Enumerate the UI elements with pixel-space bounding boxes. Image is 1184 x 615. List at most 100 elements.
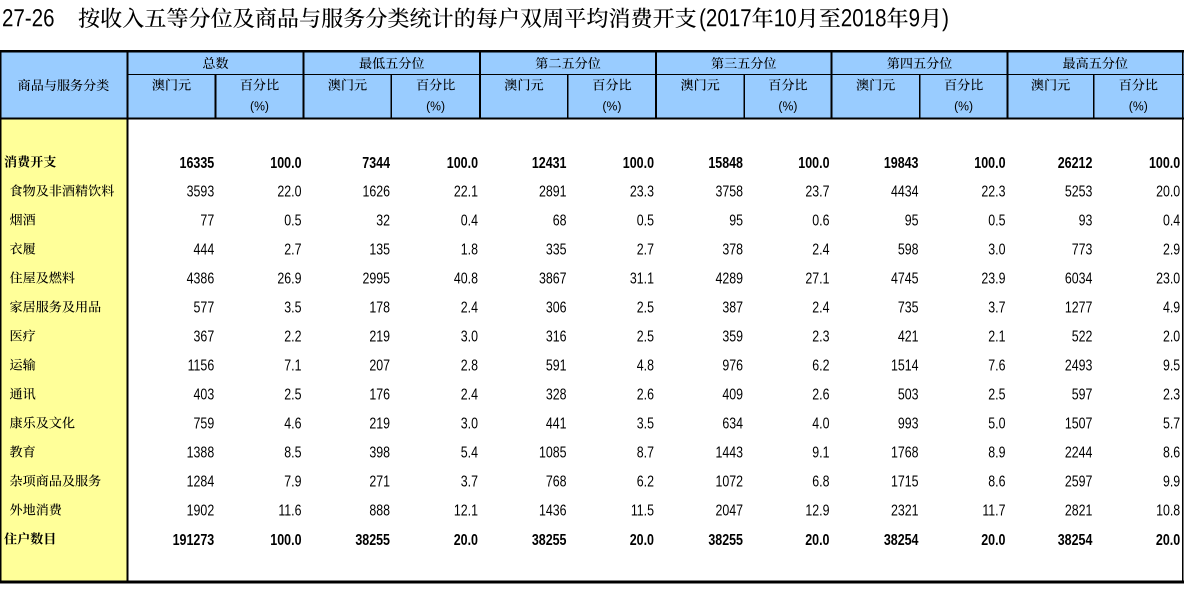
svg-text:1.8: 1.8: [461, 240, 478, 258]
svg-text:2.5: 2.5: [637, 298, 654, 316]
svg-text:4.8: 4.8: [637, 356, 654, 374]
svg-text:1715: 1715: [891, 472, 919, 490]
svg-text:316: 316: [546, 327, 567, 345]
svg-text:4289: 4289: [715, 269, 743, 287]
svg-text:591: 591: [546, 356, 567, 374]
svg-text:38255: 38255: [355, 530, 390, 548]
svg-text:2.4: 2.4: [812, 298, 829, 316]
svg-text:2.2: 2.2: [284, 327, 301, 345]
svg-text:367: 367: [194, 327, 215, 345]
svg-text:735: 735: [898, 298, 919, 316]
svg-text:0.4: 0.4: [1163, 211, 1180, 229]
svg-text:8.9: 8.9: [988, 443, 1005, 461]
svg-text:3.7: 3.7: [461, 472, 478, 490]
svg-text:3.5: 3.5: [284, 298, 301, 316]
svg-text:3593: 3593: [187, 182, 215, 200]
svg-text:23.9: 23.9: [981, 269, 1005, 287]
svg-text:68: 68: [553, 211, 567, 229]
svg-text:2.4: 2.4: [461, 385, 478, 403]
svg-text:2.7: 2.7: [284, 240, 301, 258]
svg-text:11.5: 11.5: [631, 501, 654, 519]
svg-text:2.5: 2.5: [637, 327, 654, 345]
svg-text:3867: 3867: [539, 269, 567, 287]
svg-text:135: 135: [369, 240, 390, 258]
svg-text:77: 77: [200, 211, 214, 229]
svg-text:993: 993: [898, 414, 919, 432]
svg-text:328: 328: [546, 385, 567, 403]
svg-text:1768: 1768: [891, 443, 919, 461]
svg-text:1514: 1514: [891, 356, 919, 374]
svg-text:0.5: 0.5: [284, 211, 301, 229]
svg-text:93: 93: [1079, 211, 1093, 229]
svg-text:(%): (%): [602, 99, 621, 113]
svg-text:6.8: 6.8: [812, 472, 829, 490]
svg-text:38254: 38254: [884, 530, 919, 548]
svg-text:4386: 4386: [187, 269, 215, 287]
svg-text:26212: 26212: [1058, 153, 1093, 171]
svg-text:11.6: 11.6: [278, 501, 301, 519]
svg-text:634: 634: [722, 414, 743, 432]
svg-text:768: 768: [546, 472, 567, 490]
svg-text:5.4: 5.4: [461, 443, 478, 461]
svg-text:1436: 1436: [539, 501, 567, 519]
svg-text:12.9: 12.9: [805, 501, 829, 519]
svg-text:23.3: 23.3: [630, 182, 654, 200]
svg-text:5253: 5253: [1065, 182, 1093, 200]
svg-text:32: 32: [376, 211, 390, 229]
svg-text:4434: 4434: [891, 182, 919, 200]
svg-text:976: 976: [722, 356, 743, 374]
svg-text:4745: 4745: [891, 269, 919, 287]
svg-text:598: 598: [898, 240, 919, 258]
svg-text:22.3: 22.3: [981, 182, 1005, 200]
svg-text:(%): (%): [426, 99, 445, 113]
svg-text:2.0: 2.0: [1163, 327, 1180, 345]
svg-text:2.5: 2.5: [284, 385, 301, 403]
svg-text:6034: 6034: [1065, 269, 1093, 287]
svg-text:26.9: 26.9: [277, 269, 301, 287]
svg-text:38255: 38255: [708, 530, 743, 548]
svg-text:2821: 2821: [1065, 501, 1093, 519]
svg-text:2.9: 2.9: [1163, 240, 1180, 258]
svg-text:100.0: 100.0: [623, 153, 654, 171]
svg-text:20.0: 20.0: [1156, 530, 1180, 548]
svg-text:7.9: 7.9: [284, 472, 301, 490]
svg-text:6.2: 6.2: [812, 356, 829, 374]
svg-text:2.6: 2.6: [812, 385, 829, 403]
svg-text:176: 176: [369, 385, 390, 403]
svg-text:3.0: 3.0: [461, 327, 478, 345]
svg-text:2244: 2244: [1065, 443, 1093, 461]
svg-text:2.3: 2.3: [1163, 385, 1180, 403]
svg-text:271: 271: [369, 472, 390, 490]
svg-text:19843: 19843: [884, 153, 919, 171]
svg-text:100.0: 100.0: [447, 153, 478, 171]
svg-text:27.1: 27.1: [805, 269, 829, 287]
svg-text:40.8: 40.8: [454, 269, 478, 287]
svg-text:20.0: 20.0: [805, 530, 829, 548]
svg-text:888: 888: [369, 501, 390, 519]
svg-text:95: 95: [729, 211, 743, 229]
svg-text:503: 503: [898, 385, 919, 403]
svg-text:306: 306: [546, 298, 567, 316]
svg-text:773: 773: [1072, 240, 1093, 258]
svg-text:398: 398: [369, 443, 390, 461]
svg-text:12.1: 12.1: [454, 501, 478, 519]
svg-text:9.1: 9.1: [812, 443, 829, 461]
svg-text:22.0: 22.0: [277, 182, 301, 200]
svg-text:8.7: 8.7: [637, 443, 654, 461]
svg-text:1156: 1156: [188, 356, 215, 374]
svg-text:2321: 2321: [891, 501, 919, 519]
svg-text:2891: 2891: [539, 182, 567, 200]
svg-text:11.7: 11.7: [982, 501, 1005, 519]
svg-text:2.8: 2.8: [461, 356, 478, 374]
svg-text:23.0: 23.0: [1156, 269, 1180, 287]
svg-text:1902: 1902: [187, 501, 215, 519]
svg-text:9.5: 9.5: [1163, 356, 1180, 374]
svg-text:10.8: 10.8: [1156, 501, 1180, 519]
svg-text:219: 219: [369, 414, 390, 432]
svg-text:(%): (%): [778, 99, 797, 113]
svg-text:95: 95: [905, 211, 919, 229]
svg-text:1443: 1443: [715, 443, 743, 461]
svg-text:178: 178: [369, 298, 390, 316]
svg-text:444: 444: [194, 240, 215, 258]
svg-text:(%): (%): [250, 99, 269, 113]
